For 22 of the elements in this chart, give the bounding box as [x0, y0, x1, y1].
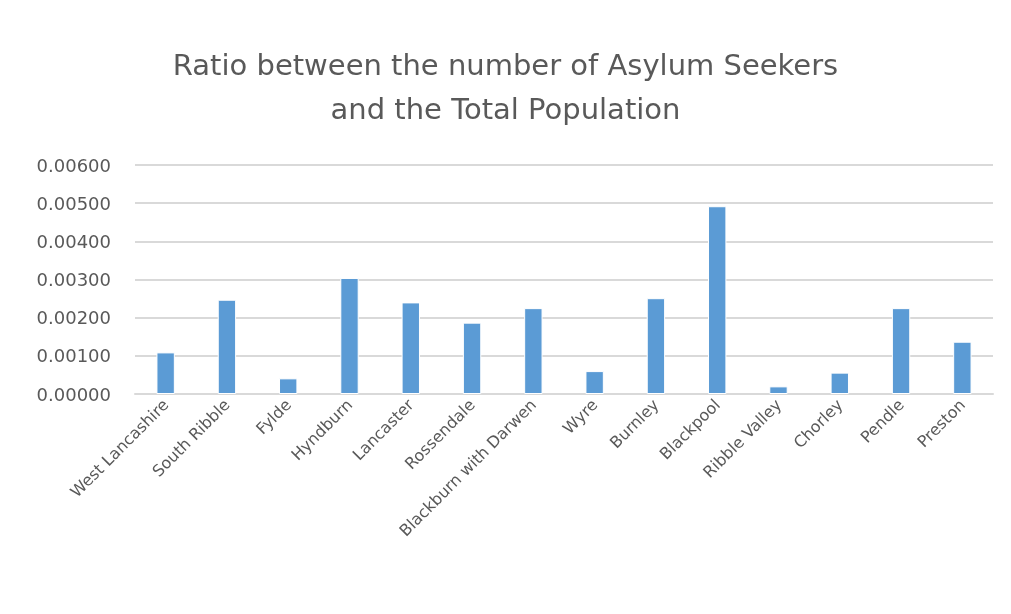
- bar: [156, 352, 175, 394]
- y-tick-label: 0.00100: [36, 345, 111, 367]
- y-tick-label: 0.00300: [36, 269, 111, 290]
- bar: [462, 322, 482, 394]
- y-tick-label: 0.00500: [36, 192, 111, 214]
- y-tick-label: 0.00200: [36, 307, 111, 329]
- chart-title: Ratio between the number of Asylum Seekers and the Total Population: [172, 48, 839, 126]
- bar: [401, 302, 420, 394]
- y-tick-label: 0.00400: [36, 230, 111, 252]
- bar: [279, 378, 298, 394]
- bar: [217, 299, 237, 394]
- bar: [340, 277, 359, 394]
- bar: [891, 308, 911, 394]
- bar: [646, 298, 666, 394]
- bar: [524, 308, 543, 394]
- bar: [708, 206, 727, 394]
- y-tick-label: 0.00000: [36, 383, 111, 405]
- bar: [585, 371, 604, 394]
- bar: [769, 386, 788, 394]
- bar: [953, 341, 972, 394]
- bar: [830, 372, 849, 394]
- y-tick-label: 0.00600: [36, 154, 111, 176]
